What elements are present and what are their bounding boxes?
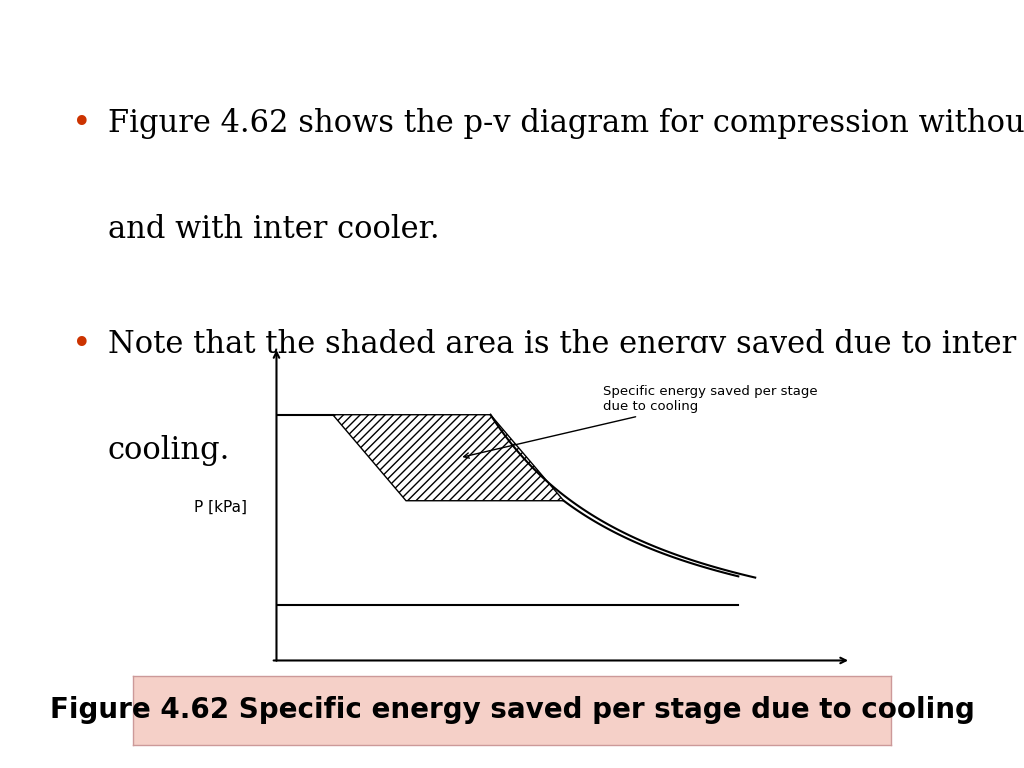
Text: and with inter cooler.: and with inter cooler. bbox=[108, 214, 439, 244]
Text: P [kPa]: P [kPa] bbox=[194, 499, 247, 515]
Text: Figure 4.62 Specific energy saved per stage due to cooling: Figure 4.62 Specific energy saved per st… bbox=[49, 697, 975, 724]
Text: v [m³/kg]: v [m³/kg] bbox=[523, 684, 593, 699]
Polygon shape bbox=[333, 415, 563, 501]
Text: Specific energy saved per stage
due to cooling: Specific energy saved per stage due to c… bbox=[464, 386, 818, 458]
Text: Figure 4.62 shows the p-v diagram for compression without: Figure 4.62 shows the p-v diagram for co… bbox=[108, 108, 1024, 138]
Text: cooling.: cooling. bbox=[108, 435, 230, 465]
Text: •: • bbox=[72, 108, 91, 140]
Text: •: • bbox=[72, 329, 91, 361]
Text: Note that the shaded area is the energy saved due to inter: Note that the shaded area is the energy … bbox=[108, 329, 1016, 359]
